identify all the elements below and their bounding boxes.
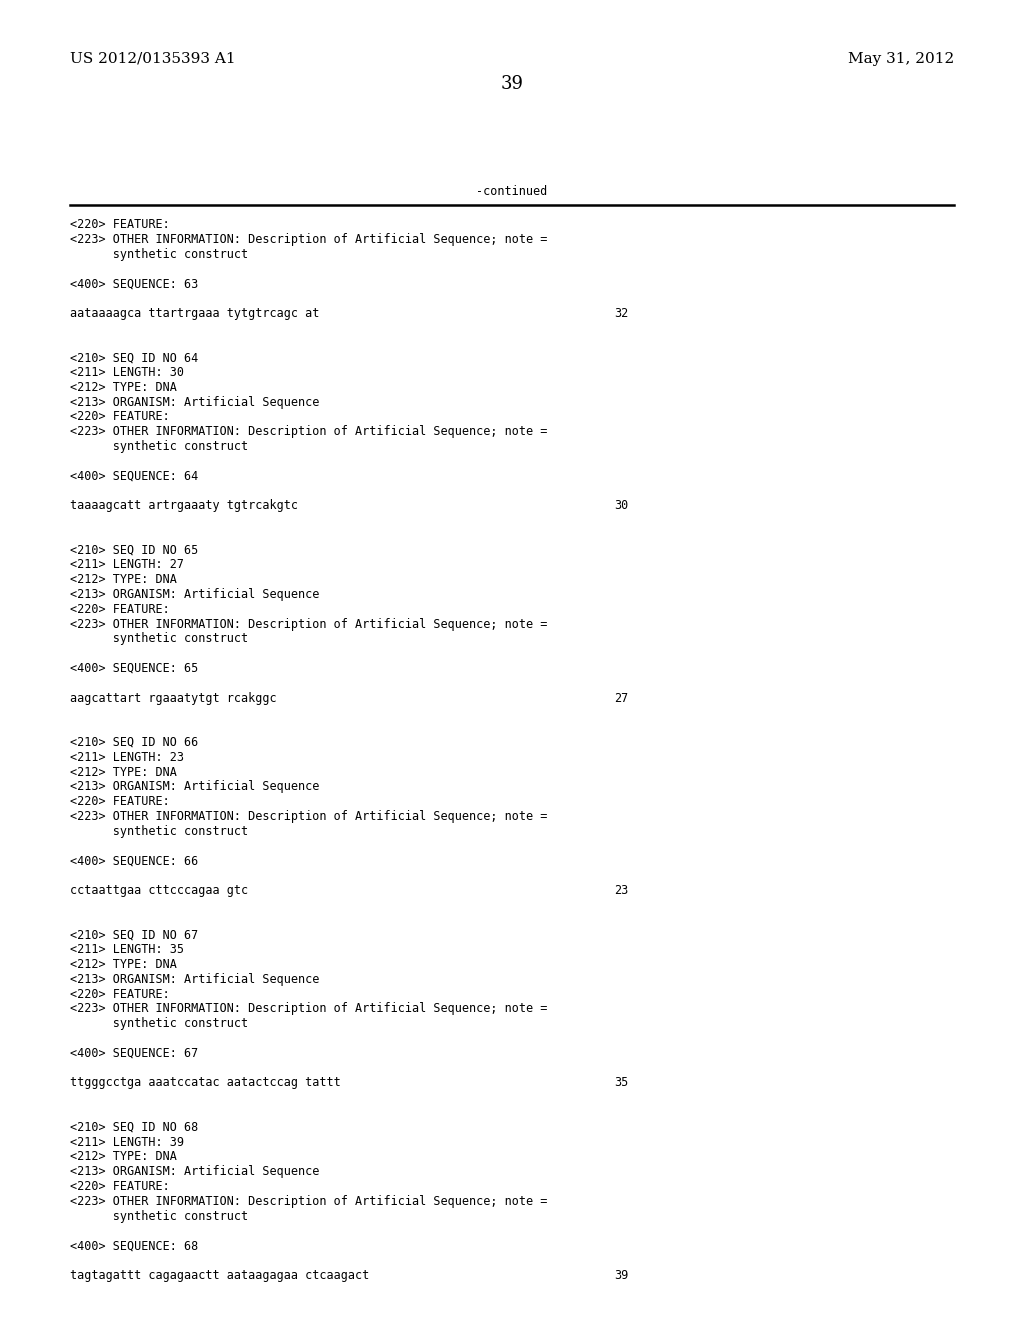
Text: <210> SEQ ID NO 64: <210> SEQ ID NO 64 (70, 351, 198, 364)
Text: 27: 27 (614, 692, 629, 705)
Text: <400> SEQUENCE: 65: <400> SEQUENCE: 65 (70, 663, 198, 675)
Text: <212> TYPE: DNA: <212> TYPE: DNA (70, 573, 176, 586)
Text: 39: 39 (614, 1269, 629, 1282)
Text: <210> SEQ ID NO 67: <210> SEQ ID NO 67 (70, 928, 198, 941)
Text: <213> ORGANISM: Artificial Sequence: <213> ORGANISM: Artificial Sequence (70, 396, 319, 409)
Text: <220> FEATURE:: <220> FEATURE: (70, 1180, 169, 1193)
Text: aagcattart rgaaatytgt rcakggc: aagcattart rgaaatytgt rcakggc (70, 692, 276, 705)
Text: <212> TYPE: DNA: <212> TYPE: DNA (70, 766, 176, 779)
Text: synthetic construct: synthetic construct (70, 248, 248, 260)
Text: -continued: -continued (476, 185, 548, 198)
Text: tagtagattt cagagaactt aataagagaa ctcaagact: tagtagattt cagagaactt aataagagaa ctcaaga… (70, 1269, 369, 1282)
Text: 30: 30 (614, 499, 629, 512)
Text: US 2012/0135393 A1: US 2012/0135393 A1 (70, 51, 236, 66)
Text: <223> OTHER INFORMATION: Description of Artificial Sequence; note =: <223> OTHER INFORMATION: Description of … (70, 810, 547, 822)
Text: aataaaagca ttartrgaaa tytgtrcagc at: aataaaagca ttartrgaaa tytgtrcagc at (70, 306, 319, 319)
Text: <213> ORGANISM: Artificial Sequence: <213> ORGANISM: Artificial Sequence (70, 780, 319, 793)
Text: <220> FEATURE:: <220> FEATURE: (70, 795, 169, 808)
Text: cctaattgaa cttcccagaa gtc: cctaattgaa cttcccagaa gtc (70, 884, 248, 898)
Text: <400> SEQUENCE: 66: <400> SEQUENCE: 66 (70, 854, 198, 867)
Text: synthetic construct: synthetic construct (70, 440, 248, 453)
Text: <213> ORGANISM: Artificial Sequence: <213> ORGANISM: Artificial Sequence (70, 1166, 319, 1179)
Text: <400> SEQUENCE: 64: <400> SEQUENCE: 64 (70, 470, 198, 483)
Text: <211> LENGTH: 30: <211> LENGTH: 30 (70, 366, 183, 379)
Text: <212> TYPE: DNA: <212> TYPE: DNA (70, 380, 176, 393)
Text: 23: 23 (614, 884, 629, 898)
Text: <220> FEATURE:: <220> FEATURE: (70, 411, 169, 424)
Text: <223> OTHER INFORMATION: Description of Artificial Sequence; note =: <223> OTHER INFORMATION: Description of … (70, 1002, 547, 1015)
Text: <220> FEATURE:: <220> FEATURE: (70, 218, 169, 231)
Text: <212> TYPE: DNA: <212> TYPE: DNA (70, 958, 176, 972)
Text: <213> ORGANISM: Artificial Sequence: <213> ORGANISM: Artificial Sequence (70, 973, 319, 986)
Text: <400> SEQUENCE: 67: <400> SEQUENCE: 67 (70, 1047, 198, 1060)
Text: <211> LENGTH: 27: <211> LENGTH: 27 (70, 558, 183, 572)
Text: synthetic construct: synthetic construct (70, 1018, 248, 1030)
Text: 32: 32 (614, 306, 629, 319)
Text: <210> SEQ ID NO 68: <210> SEQ ID NO 68 (70, 1121, 198, 1134)
Text: <223> OTHER INFORMATION: Description of Artificial Sequence; note =: <223> OTHER INFORMATION: Description of … (70, 1195, 547, 1208)
Text: <210> SEQ ID NO 65: <210> SEQ ID NO 65 (70, 544, 198, 557)
Text: <211> LENGTH: 35: <211> LENGTH: 35 (70, 944, 183, 956)
Text: <223> OTHER INFORMATION: Description of Artificial Sequence; note =: <223> OTHER INFORMATION: Description of … (70, 232, 547, 246)
Text: ttgggcctga aaatccatac aatactccag tattt: ttgggcctga aaatccatac aatactccag tattt (70, 1076, 340, 1089)
Text: May 31, 2012: May 31, 2012 (848, 51, 954, 66)
Text: <220> FEATURE:: <220> FEATURE: (70, 987, 169, 1001)
Text: <223> OTHER INFORMATION: Description of Artificial Sequence; note =: <223> OTHER INFORMATION: Description of … (70, 618, 547, 631)
Text: 35: 35 (614, 1076, 629, 1089)
Text: <212> TYPE: DNA: <212> TYPE: DNA (70, 1151, 176, 1163)
Text: <400> SEQUENCE: 68: <400> SEQUENCE: 68 (70, 1239, 198, 1253)
Text: <400> SEQUENCE: 63: <400> SEQUENCE: 63 (70, 277, 198, 290)
Text: 39: 39 (501, 75, 523, 92)
Text: <223> OTHER INFORMATION: Description of Artificial Sequence; note =: <223> OTHER INFORMATION: Description of … (70, 425, 547, 438)
Text: <210> SEQ ID NO 66: <210> SEQ ID NO 66 (70, 737, 198, 748)
Text: <220> FEATURE:: <220> FEATURE: (70, 603, 169, 616)
Text: <213> ORGANISM: Artificial Sequence: <213> ORGANISM: Artificial Sequence (70, 587, 319, 601)
Text: taaaagcatt artrgaaaty tgtrcakgtc: taaaagcatt artrgaaaty tgtrcakgtc (70, 499, 298, 512)
Text: synthetic construct: synthetic construct (70, 632, 248, 645)
Text: <211> LENGTH: 39: <211> LENGTH: 39 (70, 1135, 183, 1148)
Text: synthetic construct: synthetic construct (70, 1209, 248, 1222)
Text: synthetic construct: synthetic construct (70, 825, 248, 838)
Text: <211> LENGTH: 23: <211> LENGTH: 23 (70, 751, 183, 764)
